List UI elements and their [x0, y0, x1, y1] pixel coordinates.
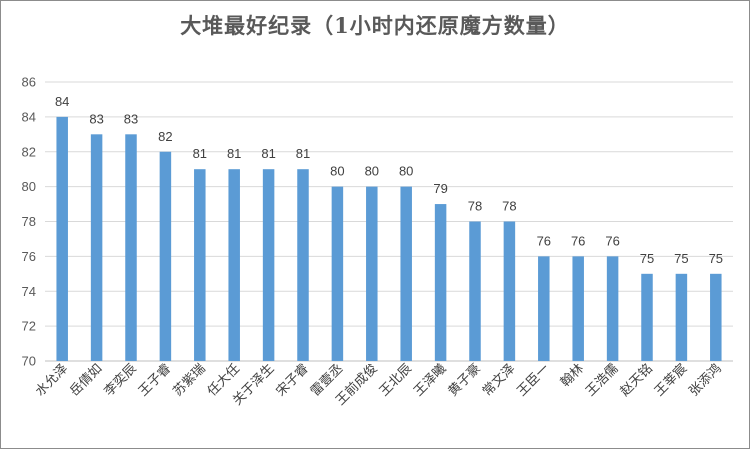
data-label: 76 [605, 233, 619, 248]
data-label: 80 [399, 164, 413, 179]
data-label: 75 [640, 251, 654, 266]
data-label: 83 [89, 111, 103, 126]
bar [297, 169, 309, 361]
data-label: 80 [330, 164, 344, 179]
bar [675, 273, 688, 361]
y-tick-label: 78 [22, 214, 36, 229]
bar [710, 273, 722, 361]
y-tick-label: 82 [22, 144, 36, 159]
category-label: 赵天铭 [618, 361, 656, 399]
category-label: 水允泽 [32, 361, 71, 400]
y-tick-label: 76 [22, 249, 36, 264]
bar [641, 273, 653, 361]
data-label: 75 [674, 251, 688, 266]
bar [194, 169, 206, 361]
data-label: 76 [571, 233, 585, 248]
data-labels: 84 83 83 82 81 81 81 81 80 80 80 79 78 78 76 76 76 75 75 75 [55, 94, 723, 266]
y-tick-label: 72 [22, 319, 36, 334]
data-label: 78 [468, 199, 482, 214]
y-tick-label: 70 [22, 354, 36, 369]
bar [434, 204, 447, 361]
category-label: 王北辰 [377, 361, 415, 399]
data-label: 78 [502, 199, 516, 214]
data-label: 81 [261, 146, 275, 161]
data-label: 83 [124, 111, 138, 126]
category-labels: 水允泽岳倩如李奕辰王子睿苏紫瑞任大任关于泽生宋子睿雷壹丞王前成俊王北辰王泽曦黄子… [32, 361, 725, 409]
y-tick-label: 84 [22, 109, 36, 124]
category-label: 王浩儒 [583, 361, 621, 399]
category-label: 王泽曦 [411, 361, 450, 400]
category-label: 常文泽 [480, 361, 518, 399]
bar [56, 116, 68, 361]
category-label: 宋子睿 [274, 361, 312, 399]
category-label: 翰林 [558, 361, 587, 390]
data-label: 80 [365, 164, 379, 179]
category-label: 李奕辰 [101, 361, 140, 400]
bar [538, 256, 550, 361]
data-label: 76 [537, 233, 551, 248]
y-axis-ticks: 70 72 74 76 78 80 82 84 86 [22, 75, 36, 369]
data-label: 81 [193, 146, 207, 161]
category-label: 王臣一 [514, 361, 552, 399]
bar [400, 186, 412, 361]
data-label: 84 [55, 94, 69, 109]
data-label: 79 [433, 181, 447, 196]
bar [228, 169, 240, 361]
bar [90, 134, 103, 361]
category-label: 苏紫瑞 [170, 361, 209, 400]
bar [606, 256, 619, 361]
data-label: 81 [296, 146, 310, 161]
bar [125, 134, 137, 361]
category-label: 张添鸿 [686, 361, 725, 400]
bar [366, 186, 378, 361]
y-tick-label: 74 [22, 284, 36, 299]
category-label: 王莘宸 [651, 361, 690, 400]
chart-title: 大堆最好纪录（1小时内还原魔方数量） [180, 13, 570, 38]
bar [469, 221, 481, 361]
category-label: 黄子豪 [445, 361, 484, 400]
bar [331, 186, 344, 361]
bar [572, 256, 584, 361]
data-label: 82 [158, 129, 172, 144]
data-label: 81 [227, 146, 241, 161]
category-label: 王子睿 [136, 361, 174, 399]
category-label: 岳倩如 [67, 361, 106, 400]
bars [56, 116, 722, 361]
gridlines [45, 81, 733, 362]
bar [503, 221, 516, 361]
data-label: 75 [709, 251, 723, 266]
bar [159, 151, 172, 361]
y-tick-label: 86 [22, 75, 36, 90]
bar [262, 169, 275, 361]
y-tick-label: 80 [22, 179, 36, 194]
